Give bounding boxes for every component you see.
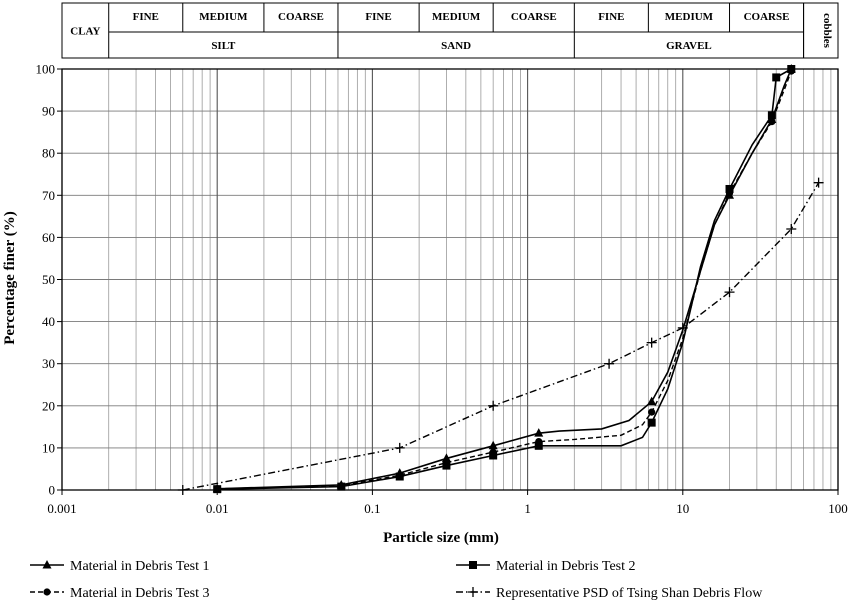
soil-class-label: GRAVEL: [666, 40, 712, 52]
data-point: [396, 471, 404, 479]
y-axis-title: Percentage finer (%): [2, 211, 18, 345]
data-point: [535, 437, 543, 446]
x-tick-label: 10: [676, 501, 689, 516]
series-3: [213, 67, 795, 493]
chart-grid: [61, 68, 839, 491]
data-point: [394, 442, 405, 453]
soil-subclass-label: MEDIUM: [199, 11, 248, 23]
data-point: [489, 448, 497, 456]
soil-subclass-label: MEDIUM: [665, 11, 714, 23]
chart-series: [177, 64, 824, 495]
data-point: [677, 322, 688, 333]
legend-item: Material in Debris Test 3: [30, 586, 210, 601]
y-tick-label: 100: [36, 62, 56, 77]
data-point: [604, 358, 615, 369]
data-point: [786, 223, 797, 234]
x-tick-label: 0.001: [47, 501, 76, 516]
soil-subclass-label: MEDIUM: [432, 11, 481, 23]
y-tick-label: 0: [49, 483, 56, 498]
soil-subclass-label: COARSE: [511, 11, 557, 23]
data-point: [441, 453, 451, 462]
y-tick-label: 20: [42, 398, 55, 413]
data-point: [772, 73, 781, 82]
series-4: [177, 177, 824, 495]
y-tick-label: 70: [42, 188, 55, 203]
soil-subclass-label: FINE: [365, 11, 391, 23]
soil-class-label: SAND: [441, 40, 471, 52]
data-point: [813, 177, 824, 188]
data-point: [534, 441, 543, 450]
legend-item: Representative PSD of Tsing Shan Debris …: [456, 586, 763, 601]
data-point: [337, 482, 345, 490]
data-point: [442, 459, 451, 467]
data-point: [213, 485, 221, 493]
soil-cell-cobbles: cobbles: [821, 13, 833, 49]
legend-label: Material in Debris Test 3: [70, 586, 210, 601]
data-point: [647, 396, 657, 406]
data-point: [725, 189, 734, 197]
soil-subclass-label: FINE: [598, 11, 624, 23]
chart-legend: Material in Debris Test 1 Material in Deb…: [30, 559, 763, 601]
data-point: [646, 337, 657, 348]
y-tick-label: 30: [42, 356, 55, 371]
legend-marker: [468, 587, 478, 597]
legend-marker: [469, 561, 477, 569]
legend-label: Representative PSD of Tsing Shan Debris …: [496, 586, 763, 601]
x-axis-title: Particle size (mm): [383, 530, 499, 546]
x-tick-label: 0.01: [206, 501, 229, 516]
soil-subclass-label: FINE: [133, 11, 159, 23]
x-tick-label: 100: [828, 501, 848, 516]
x-tick-label: 0.1: [364, 501, 380, 516]
data-point: [177, 485, 188, 495]
data-point: [648, 408, 656, 416]
x-tick-label: 1: [524, 501, 531, 516]
data-point: [724, 287, 735, 298]
y-tick-label: 40: [42, 314, 55, 329]
y-tick-label: 90: [42, 104, 55, 119]
data-point: [534, 428, 544, 437]
soil-class-label: SILT: [211, 40, 236, 52]
data-point: [767, 111, 776, 120]
chart-axes: 0.001 0.01 0.1 1 10 100 0 10 20 30 40 50 60 70 80 90 100: [36, 62, 848, 517]
soil-classification-table: CLAY cobbles FINE MEDIUM COARSE FINE MEDIUM COA…: [61, 2, 839, 59]
legend-marker: [42, 560, 52, 569]
legend-item: Material in Debris Test 1: [30, 559, 210, 574]
y-tick-label: 10: [42, 440, 55, 455]
legend-item: Material in Debris Test 2: [456, 559, 636, 574]
data-point: [768, 118, 776, 126]
soil-subclass-label: COARSE: [744, 11, 790, 23]
data-point: [647, 418, 656, 427]
y-tick-label: 60: [42, 230, 55, 245]
data-point: [725, 184, 734, 193]
soil-table-border: [61, 2, 839, 59]
soil-subclass-label: COARSE: [278, 11, 324, 23]
data-point: [488, 440, 498, 450]
series-1: [212, 64, 796, 493]
y-tick-label: 50: [42, 272, 55, 287]
data-point: [787, 67, 795, 75]
legend-label: Material in Debris Test 2: [496, 559, 636, 574]
legend-marker: [43, 588, 51, 596]
soil-cell-clay: CLAY: [70, 26, 100, 38]
series-line: [217, 68, 793, 490]
y-tick-label: 80: [42, 146, 55, 161]
legend-label: Material in Debris Test 1: [70, 559, 210, 574]
data-point: [488, 400, 499, 411]
